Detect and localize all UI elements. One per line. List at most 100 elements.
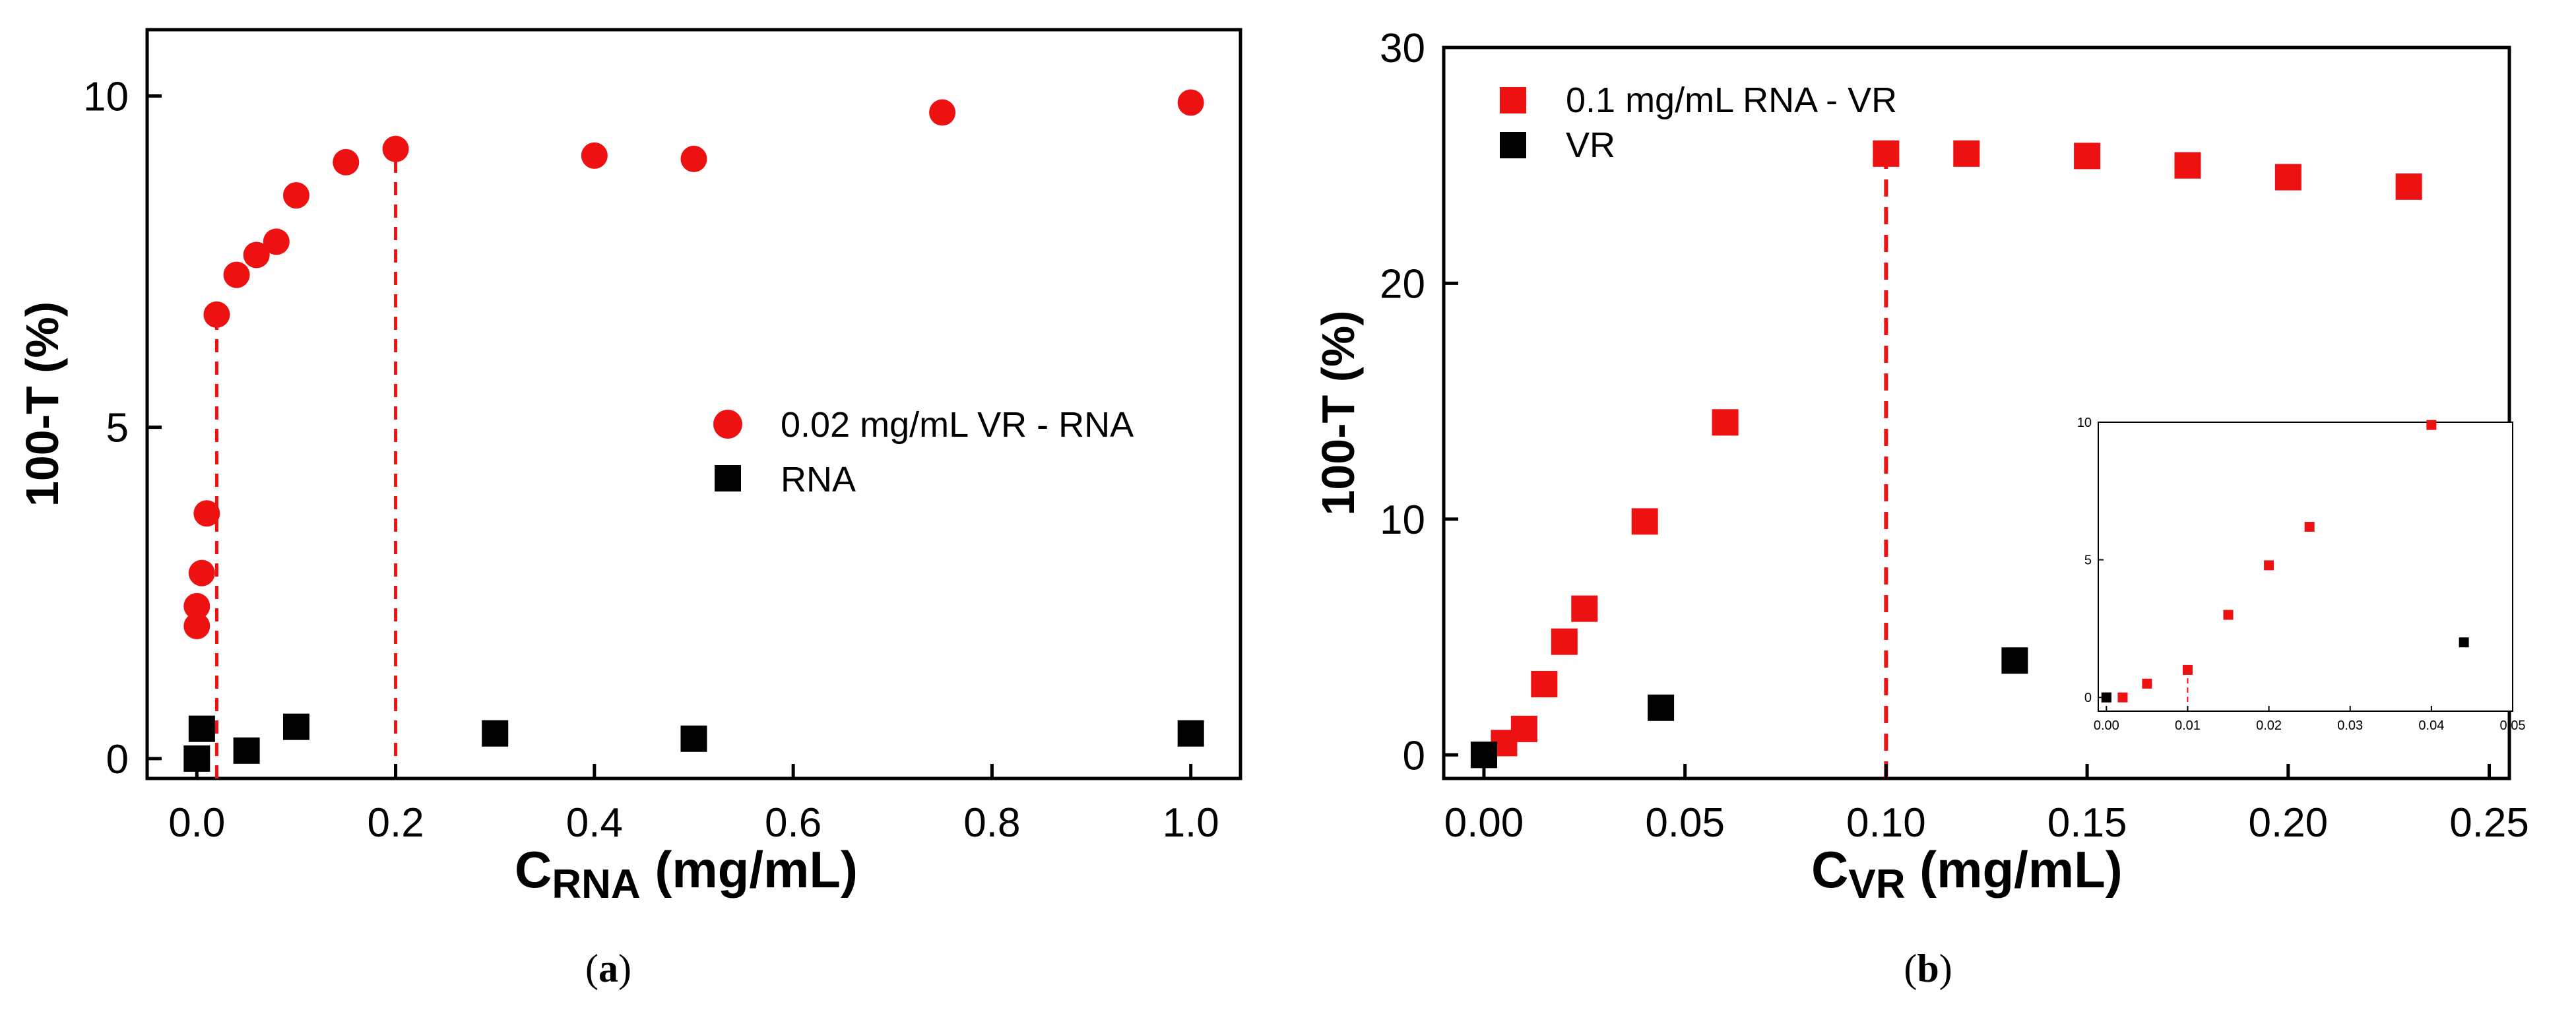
data-point — [929, 99, 956, 126]
inset-data-points — [2101, 420, 2469, 703]
legend-marker-vr-rna — [713, 410, 742, 439]
panel-letter-a: a — [598, 947, 618, 990]
x-tick-label: 0.20 — [2248, 800, 2328, 846]
data-point — [2174, 152, 2201, 179]
data-point — [1873, 140, 1900, 167]
data-point — [1648, 694, 1675, 721]
data-point — [223, 261, 250, 288]
x-tick-label: 0.01 — [2175, 718, 2201, 733]
data-point — [1531, 671, 1558, 698]
legend-marker-rna — [715, 465, 741, 491]
plot-area-frame-b — [1442, 46, 2511, 780]
x-tick-label: 0.00 — [1444, 800, 1524, 846]
y-tick-label: 10 — [2077, 416, 2092, 430]
x-label-main-b: C — [1811, 840, 1848, 899]
x-tick-label: 0.0 — [168, 800, 225, 846]
y-axis-label-b: 100-T (%) — [1312, 310, 1364, 515]
inset-x-ticks: 0.00 0.01 0.02 0.03 0.04 0.05 — [2094, 706, 2526, 733]
x-label-main-a: C — [515, 840, 552, 899]
data-points-a — [183, 89, 1204, 772]
x-tick-label: 0.25 — [2449, 800, 2529, 846]
x-ticks-a: 0.0 0.2 0.4 0.6 0.8 1.0 — [168, 764, 1219, 846]
data-point — [1177, 89, 1204, 116]
legend-label-rna-vr: 0.1 mg/mL RNA - VR — [1566, 80, 1897, 120]
x-ticks-b: 0.00 0.05 0.10 0.15 0.20 0.25 — [1444, 764, 2529, 846]
y-ticks-b: 0 10 20 30 — [1380, 26, 1458, 778]
x-tick-label: 0.05 — [1645, 800, 1725, 846]
legend-marker-rna-vr — [1500, 87, 1526, 113]
data-point — [2459, 637, 2469, 648]
y-ticks-a: 0 5 10 — [83, 74, 162, 782]
panel-caption-b: (b) — [1904, 947, 1952, 990]
data-point — [183, 745, 210, 772]
y-axis-label-a: 100-T (%) — [16, 301, 68, 507]
data-point — [282, 713, 309, 740]
y-tick-label: 20 — [1380, 261, 1425, 307]
x-tick-label: 0.6 — [765, 800, 821, 846]
data-point — [2223, 610, 2234, 620]
data-point — [333, 148, 360, 175]
data-point — [188, 559, 215, 586]
data-point — [1177, 720, 1204, 747]
x-label-sub-b: VR — [1848, 862, 1905, 907]
panel-letter-b: b — [1917, 947, 1939, 990]
inset-y-ticks: 0 5 10 — [2077, 416, 2104, 705]
data-point — [1510, 715, 1537, 742]
data-point — [183, 612, 210, 639]
x-axis-label-a: CRNA (mg/mL) — [515, 840, 858, 907]
data-point — [263, 228, 290, 255]
x-tick-label: 0.2 — [367, 800, 424, 846]
data-point — [233, 737, 260, 764]
data-point — [2001, 647, 2028, 674]
data-point — [2304, 522, 2315, 532]
legend-marker-vr — [1500, 132, 1526, 158]
data-point — [1953, 140, 1980, 167]
x-tick-label: 0.02 — [2256, 718, 2282, 733]
x-tick-label: 0.10 — [1846, 800, 1926, 846]
data-point — [2074, 142, 2101, 170]
x-tick-label: 0.00 — [2094, 718, 2119, 733]
x-tick-label: 1.0 — [1163, 800, 1219, 846]
x-tick-label: 0.4 — [566, 800, 623, 846]
panel-caption-a: (a) — [585, 947, 631, 990]
y-tick-label: 10 — [1380, 497, 1425, 543]
panel-b: 0.00 0.05 0.10 0.15 0.20 0.25 0 10 20 30 100-T (… — [1312, 26, 2529, 990]
data-point — [482, 720, 509, 747]
data-point — [680, 145, 707, 172]
inset-frame — [2098, 422, 2513, 712]
data-point — [188, 715, 215, 742]
legend-label-rna: RNA — [781, 460, 856, 499]
data-point — [382, 135, 409, 162]
y-tick-label: 5 — [106, 406, 129, 451]
inset-plot: 0.00 0.01 0.02 0.03 0.04 0.05 0 5 10 — [2077, 416, 2526, 733]
data-point — [2117, 692, 2128, 703]
legend-label-vr-rna: 0.02 mg/mL VR - RNA — [781, 405, 1134, 445]
data-point — [1551, 628, 1578, 655]
data-point — [1470, 742, 1497, 769]
data-point — [1631, 508, 1658, 535]
data-point — [1712, 409, 1739, 436]
x-label-sub-a: RNA — [552, 862, 640, 907]
data-point — [2264, 560, 2274, 571]
data-point — [581, 142, 608, 169]
data-point — [183, 592, 210, 619]
data-point — [2426, 420, 2437, 430]
data-point — [2101, 692, 2111, 703]
data-point — [282, 182, 309, 209]
legend-label-vr: VR — [1566, 125, 1615, 165]
data-point — [243, 241, 270, 269]
x-label-unit-a: (mg/mL) — [641, 840, 858, 899]
data-points-b — [1470, 140, 2422, 769]
data-point — [680, 725, 707, 752]
y-tick-label: 30 — [1380, 26, 1425, 71]
data-point — [2142, 678, 2152, 689]
data-point — [1571, 595, 1598, 622]
y-tick-label: 5 — [2084, 553, 2092, 568]
y-tick-label: 10 — [83, 74, 129, 119]
x-axis-label-b: CVR (mg/mL) — [1811, 840, 2123, 907]
y-tick-label: 0 — [2084, 691, 2092, 705]
data-point — [203, 301, 230, 328]
x-tick-label: 0.05 — [2500, 718, 2526, 733]
